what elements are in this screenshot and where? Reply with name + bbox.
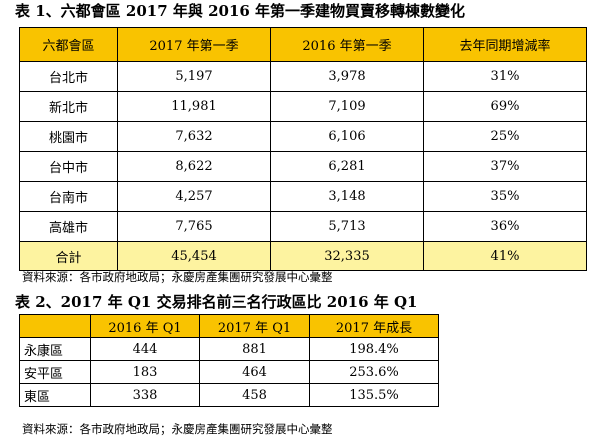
header-2017q1: 2017 年 Q1	[199, 314, 310, 338]
city-name: 台北市	[19, 61, 118, 92]
header-yoy-change: 去年同期增減率	[423, 27, 587, 62]
city-name: 新北市	[19, 91, 118, 122]
value-2016q1: 6,281	[270, 151, 424, 182]
header-2017q1: 2017 年第一季	[117, 27, 271, 62]
total-2016q1: 32,335	[270, 241, 424, 271]
value-2017q1: 5,197	[117, 61, 271, 92]
district-name: 東區	[19, 383, 91, 407]
yoy-rate: 37%	[423, 151, 587, 182]
header-city: 六都會區	[19, 27, 118, 62]
value-2016q1: 338	[90, 383, 200, 407]
top-districts-table: 2016 年 Q1 2017 年 Q1 2017 年成長 永康區 444 881…	[19, 314, 439, 407]
growth-rate: 135.5%	[309, 383, 439, 407]
value-2016q1: 5,713	[270, 211, 424, 242]
city-name: 台南市	[19, 181, 118, 212]
yoy-rate: 25%	[423, 121, 587, 152]
table-row: 安平區 183 464 253.6%	[19, 360, 439, 384]
table1-caption: 表 1、六都會區 2017 年與 2016 年第一季建物買賣移轉棟數變化	[15, 2, 466, 20]
header-2017-growth: 2017 年成長	[309, 314, 439, 338]
city-name: 台中市	[19, 151, 118, 182]
value-2016q1: 444	[90, 337, 200, 361]
header-2016q1: 2016 年第一季	[270, 27, 424, 62]
district-name: 永康區	[19, 337, 91, 361]
yoy-rate: 31%	[423, 61, 587, 92]
table-row: 新北市 11,981 7,109 69%	[19, 91, 587, 122]
total-2017q1: 45,454	[117, 241, 271, 271]
growth-rate: 253.6%	[309, 360, 439, 384]
transfer-volume-table: 六都會區 2017 年第一季 2016 年第一季 去年同期增減率 台北市 5,1…	[19, 27, 587, 271]
yoy-rate: 69%	[423, 91, 587, 122]
table-row: 桃園市 7,632 6,106 25%	[19, 121, 587, 152]
table-row: 東區 338 458 135.5%	[19, 383, 439, 407]
value-2017q1: 458	[199, 383, 310, 407]
table-row: 台中市 8,622 6,281 37%	[19, 151, 587, 182]
value-2016q1: 183	[90, 360, 200, 384]
header-district	[19, 314, 91, 338]
district-name: 安平區	[19, 360, 91, 384]
total-yoy-rate: 41%	[423, 241, 587, 271]
value-2016q1: 7,109	[270, 91, 424, 122]
growth-rate: 198.4%	[309, 337, 439, 361]
table1-header-row: 六都會區 2017 年第一季 2016 年第一季 去年同期增減率	[19, 27, 587, 62]
value-2017q1: 881	[199, 337, 310, 361]
table1-source-note: 資料來源：各市政府地政局；永慶房產集團研究發展中心彙整	[22, 270, 333, 284]
yoy-rate: 35%	[423, 181, 587, 212]
value-2017q1: 7,632	[117, 121, 271, 152]
table-row: 高雄市 7,765 5,713 36%	[19, 211, 587, 242]
city-name: 桃園市	[19, 121, 118, 152]
table2-caption: 表 2、2017 年 Q1 交易排名前三名行政區比 2016 年 Q1	[15, 293, 418, 311]
value-2016q1: 6,106	[270, 121, 424, 152]
value-2017q1: 464	[199, 360, 310, 384]
total-row: 合計 45,454 32,335 41%	[19, 241, 587, 271]
table-row: 台北市 5,197 3,978 31%	[19, 61, 587, 92]
value-2017q1: 7,765	[117, 211, 271, 242]
value-2017q1: 4,257	[117, 181, 271, 212]
table2-header-row: 2016 年 Q1 2017 年 Q1 2017 年成長	[19, 314, 439, 338]
value-2017q1: 8,622	[117, 151, 271, 182]
table2-source-note: 資料來源：各市政府地政局；永慶房產集團研究發展中心彙整	[22, 422, 333, 436]
table-row: 永康區 444 881 198.4%	[19, 337, 439, 361]
value-2017q1: 11,981	[117, 91, 271, 122]
value-2016q1: 3,148	[270, 181, 424, 212]
total-label: 合計	[19, 241, 118, 271]
yoy-rate: 36%	[423, 211, 587, 242]
city-name: 高雄市	[19, 211, 118, 242]
table-row: 台南市 4,257 3,148 35%	[19, 181, 587, 212]
value-2016q1: 3,978	[270, 61, 424, 92]
header-2016q1: 2016 年 Q1	[90, 314, 200, 338]
